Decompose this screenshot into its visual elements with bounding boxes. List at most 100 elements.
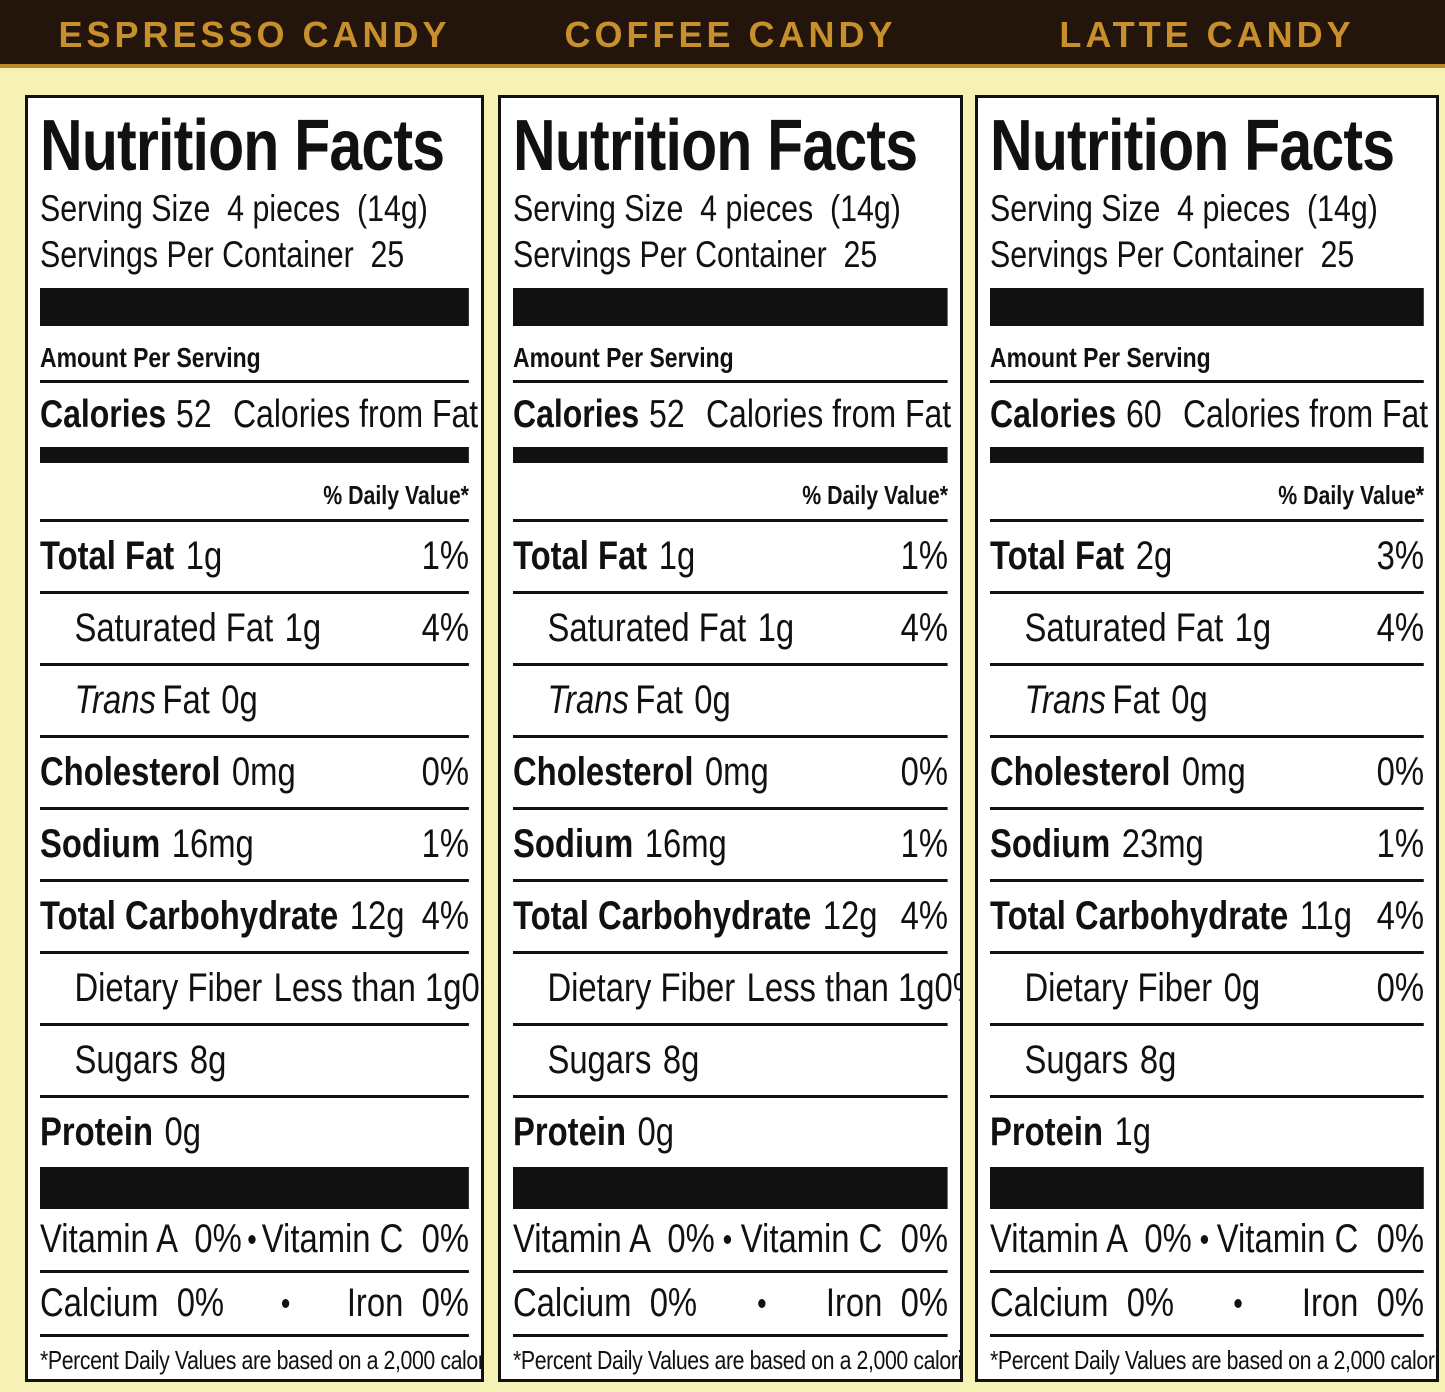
daily-value: 0% [1376,750,1424,794]
nutrient-name: Dietary Fiber [74,966,262,1011]
nutrient: Sugars 8g [990,1038,1176,1083]
nutrient-amount: 0g [221,678,258,722]
daily-value: 1% [421,534,469,578]
nutrient-name: Total Carbohydrate [990,894,1288,939]
nutrient-amount: Less than 1g [273,966,462,1010]
separator-bar [40,1167,469,1209]
nutrient: Total Fat 2g [990,534,1172,579]
calories-from-fat: Calories from Fat 13 [1182,393,1429,436]
nutrient-row: Dietary Fiber 0g 0% [990,954,1424,1026]
nutrient: Saturated Fat 1g [990,606,1271,651]
nutrient-amount: 1g [1234,606,1272,650]
nutrient-row: Saturated Fat 1g 4% [40,594,469,666]
calories-from-fat: Calories from Fat 8 [232,393,484,436]
nutrient-amount: 0g [1223,966,1261,1010]
nutrient-name-text: Dietary Fiber [74,966,263,1010]
nutrient-row: Protein 1g [990,1098,1424,1167]
vitamin-row: Calcium 0% Iron 0% [513,1273,948,1337]
nutrient-name-text: Sodium [513,822,634,866]
servings-per-container: Servings Per Container 25 [513,234,878,275]
title: Nutrition Facts [990,106,1395,186]
vitamin-right: Iron 0% [1301,1281,1424,1325]
nutrient-name-italic: Trans [547,678,629,722]
daily-value-header: % Daily Value* [513,463,948,522]
vitamin-left: Calcium 0% [513,1281,698,1325]
nutrient-name: Trans Fat [74,678,209,723]
daily-value: 1% [900,534,948,578]
nutrient-name: Sugars [74,1038,178,1083]
calories-value: 52 [176,393,212,436]
daily-value-header: % Daily Value* [990,463,1424,522]
nutrient-name: Trans Fat [1024,678,1159,723]
nutrient-row: Trans Fat 0g [990,666,1424,738]
nutrient-amount: 1g [284,606,322,650]
serving-size: Serving Size 4 pieces (14g) [990,188,1378,229]
nutrient: Trans Fat 0g [40,678,258,723]
candy-header: LATTE CANDY [1059,14,1355,55]
nutrient: Sugars 8g [513,1038,699,1083]
calories-label: Calories [513,393,640,436]
nutrient-name: Total Fat [990,534,1124,579]
nutrient: Sodium 16mg [40,822,254,867]
separator-bar [513,288,948,326]
daily-value-header: % Daily Value* [40,463,469,522]
daily-value: 0% [900,750,948,794]
footnote: *Percent Daily Values are based on a 2,0… [990,1345,1439,1375]
nutrient: Trans Fat 0g [990,678,1207,723]
nutrient-name: Sodium [40,822,160,867]
nutrient-name-text: Fat [162,678,210,722]
nutrient: Protein 0g [40,1110,201,1155]
vitamin-row: Vitamin A 0% Vitamin C 0% [513,1209,948,1273]
panel-content: Nutrition Facts Serving Size 4 pieces (14… [513,98,960,1379]
nutrient-row: Total Fat 1g 1% [513,522,948,594]
nutrient: Trans Fat 0g [513,678,730,723]
nutrient: Cholesterol 0mg [513,750,769,795]
nutrient-row: Total Carbohydrate 12g 4% [40,882,469,954]
separator-bar [40,288,469,326]
amount-per-serving: Amount Per Serving [40,336,469,383]
nutrient-amount: 11g [1299,894,1353,938]
nutrient-name-text: Cholesterol [513,750,694,794]
amount-per-serving: Amount Per Serving [990,336,1424,383]
nutrient-name: Saturated Fat [1024,606,1223,651]
nutrient-amount: 0g [637,1110,674,1154]
nutrient-name: Sugars [1024,1038,1128,1083]
separator-bar [990,1167,1424,1209]
nutrient-name: Saturated Fat [547,606,746,651]
nutrient-amount: 0mg [231,750,296,794]
vitamin-right: Vitamin C 0% [740,1217,948,1261]
nutrient-name-italic: Trans [74,678,156,722]
nutrient-name: Total Carbohydrate [40,894,338,939]
nutrient-name-text: Protein [40,1110,153,1154]
separator-bar [990,288,1424,326]
nutrient: Total Carbohydrate 12g [40,894,404,939]
calories-label: Calories [40,393,167,436]
daily-value: 0% [421,750,469,794]
daily-value: 4% [900,606,948,650]
vitamin-right: Iron 0% [346,1281,469,1325]
nutrient: Sodium 16mg [513,822,727,867]
vitamin-left: Vitamin A 0% [513,1217,715,1261]
nutrient-name-text: Fat [1112,678,1160,722]
nutrition-panel: Nutrition Facts Serving Size 4 pieces (14… [25,95,484,1382]
vitamin-right: Vitamin C 0% [1216,1217,1424,1261]
calories-value: 52 [649,393,685,436]
vitamin-left: Calcium 0% [40,1281,225,1325]
candy-header: COFFEE CANDY [564,14,897,55]
nutrient-amount: Less than 1g [746,966,935,1010]
nutrient-name-text: Saturated Fat [547,606,747,650]
panel-content: Nutrition Facts Serving Size 4 pieces (14… [40,98,481,1379]
nutrient: Protein 0g [513,1110,674,1155]
nutrient-row: Total Fat 1g 1% [40,522,469,594]
calories-value: 60 [1126,393,1162,436]
panel-content: Nutrition Facts Serving Size 4 pieces (14… [990,98,1439,1379]
nutrient-amount: 16mg [644,822,727,866]
calories-from-fat: Calories from Fat 8 [705,393,963,436]
nutrient-row: Protein 0g [40,1098,469,1167]
nutrient-amount: 0mg [704,750,769,794]
nutrient-name: Saturated Fat [74,606,273,651]
bullet [248,1235,256,1244]
nutrient-name: Trans Fat [547,678,682,723]
nutrient-name-text: Sodium [990,822,1111,866]
